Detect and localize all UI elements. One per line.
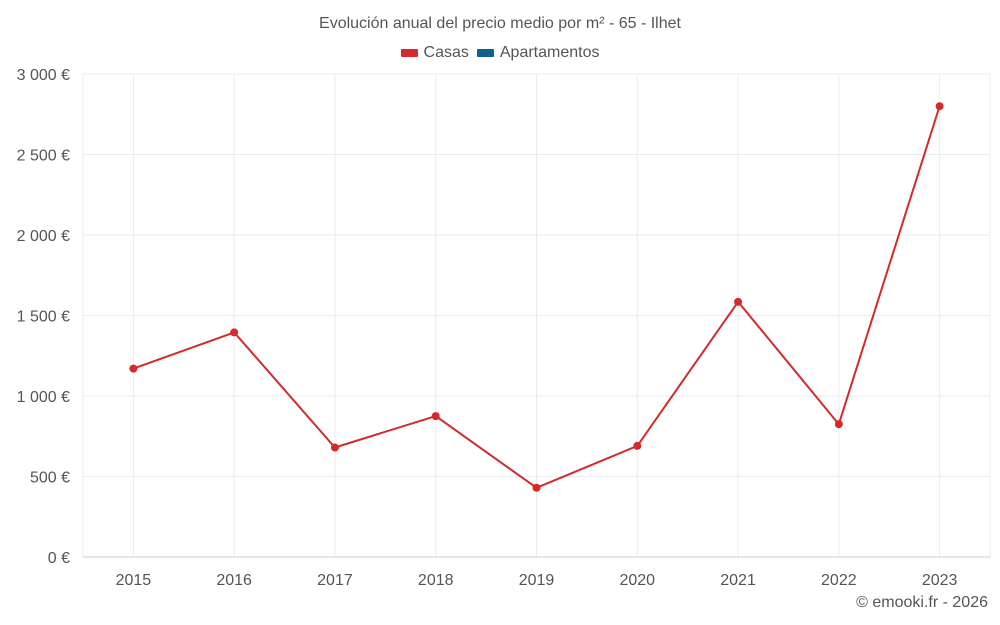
x-tick-label: 2023	[922, 572, 958, 589]
x-tick-label: 2017	[317, 572, 353, 589]
y-tick-label: 3 000 €	[17, 67, 70, 84]
data-point-2022[interactable]	[834, 420, 843, 429]
x-tick-label: 2016	[216, 572, 252, 589]
y-tick-label: 1 500 €	[17, 309, 70, 326]
data-point-2015[interactable]	[129, 364, 138, 373]
data-point-2016[interactable]	[230, 328, 239, 337]
data-point-2020[interactable]	[633, 441, 642, 450]
legend-swatch-apartamentos	[476, 49, 494, 57]
y-tick-label: 0 €	[48, 550, 70, 567]
x-tick-label: 2020	[619, 572, 655, 589]
x-tick-label: 2018	[418, 572, 454, 589]
x-tick-label: 2022	[821, 572, 857, 589]
legend-item-casas[interactable]: Casas	[400, 44, 469, 62]
x-tick-label: 2015	[116, 572, 152, 589]
y-tick-label: 2 500 €	[17, 148, 70, 165]
credit-text: © emooki.fr - 2026	[856, 594, 988, 611]
data-point-2018[interactable]	[431, 412, 440, 421]
chart-title: Evolución anual del precio medio por m² …	[319, 15, 681, 32]
y-tick-label: 1 000 €	[17, 389, 70, 406]
legend-label-apartamentos: Apartamentos	[499, 44, 600, 61]
data-point-2017[interactable]	[330, 443, 339, 452]
y-tick-label: 2 000 €	[17, 228, 70, 245]
data-point-2019[interactable]	[532, 483, 541, 492]
data-point-2023[interactable]	[935, 102, 944, 111]
chart-legend: Casas Apartamentos	[0, 44, 1000, 62]
x-tick-label: 2021	[720, 572, 756, 589]
data-point-2021[interactable]	[734, 297, 743, 306]
x-tick-label: 2019	[519, 572, 555, 589]
y-tick-label: 500 €	[30, 470, 70, 487]
legend-label-casas: Casas	[423, 44, 469, 61]
legend-item-apartamentos[interactable]: Apartamentos	[476, 44, 600, 62]
legend-swatch-casas	[400, 49, 418, 57]
